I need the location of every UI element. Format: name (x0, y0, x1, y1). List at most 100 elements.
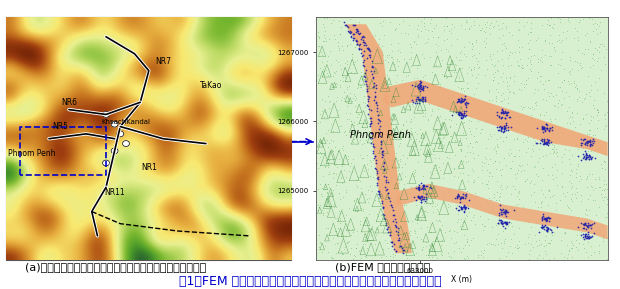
Point (593, 110, 603, 115)
Point (582, 155, 592, 160)
Point (338, 74, 348, 79)
Point (317, 109, 327, 113)
Point (541, 141, 551, 146)
Point (538, 142, 548, 147)
Point (472, 203, 482, 208)
Point (314, 30, 324, 35)
Point (345, 111, 355, 115)
Point (370, 84, 379, 88)
Point (456, 99, 466, 103)
Point (363, 46, 373, 50)
Point (440, 97, 450, 102)
Point (336, 98, 346, 103)
Point (461, 17, 471, 22)
Point (499, 124, 509, 129)
Point (400, 31, 410, 35)
Point (505, 75, 515, 79)
Point (444, 156, 454, 161)
Point (329, 74, 339, 79)
Point (363, 212, 373, 216)
Point (562, 189, 572, 194)
Point (361, 82, 371, 86)
Point (374, 131, 384, 136)
Point (331, 172, 341, 177)
Point (383, 245, 393, 250)
Point (456, 23, 466, 28)
Point (508, 90, 518, 95)
Point (533, 70, 542, 75)
Point (378, 213, 388, 217)
Point (437, 71, 447, 76)
Point (374, 190, 384, 195)
Point (369, 68, 379, 73)
Circle shape (123, 141, 130, 147)
Point (363, 188, 373, 192)
Point (453, 175, 463, 179)
Point (578, 116, 588, 121)
Point (360, 254, 370, 259)
Point (379, 155, 389, 160)
Point (389, 255, 399, 260)
Point (502, 109, 512, 114)
Point (387, 240, 397, 245)
Point (410, 170, 420, 175)
Point (397, 204, 407, 209)
Point (435, 113, 445, 118)
Point (351, 178, 361, 183)
Point (563, 18, 573, 22)
Point (543, 227, 553, 231)
Point (354, 46, 364, 51)
Point (376, 24, 386, 29)
Point (387, 219, 397, 223)
Point (549, 145, 559, 150)
Point (386, 42, 396, 47)
Point (448, 106, 458, 110)
Point (358, 100, 368, 104)
Point (342, 103, 352, 108)
Point (414, 192, 423, 197)
Point (469, 64, 479, 69)
Point (601, 210, 611, 215)
Point (546, 125, 556, 130)
Point (529, 210, 539, 215)
Point (598, 236, 608, 240)
Point (502, 210, 512, 214)
Point (316, 192, 326, 197)
Point (393, 225, 403, 230)
Point (525, 106, 534, 111)
Point (582, 207, 591, 211)
Point (319, 114, 329, 119)
Point (415, 196, 425, 201)
Point (363, 76, 373, 81)
Point (579, 52, 589, 57)
Point (490, 70, 500, 75)
Point (501, 127, 511, 132)
Point (408, 145, 418, 150)
Point (463, 159, 473, 164)
Point (366, 121, 376, 125)
Point (477, 167, 487, 172)
Point (564, 133, 574, 137)
Point (574, 89, 583, 93)
Point (536, 54, 546, 59)
Point (330, 215, 340, 220)
Point (361, 56, 371, 60)
Point (410, 229, 420, 234)
Point (359, 214, 369, 219)
Point (544, 188, 554, 193)
Point (565, 114, 575, 118)
Point (394, 232, 404, 237)
Point (502, 214, 512, 218)
Point (514, 245, 524, 250)
Point (487, 62, 497, 66)
Point (491, 105, 501, 109)
Point (314, 35, 324, 40)
Point (369, 121, 379, 126)
Point (500, 221, 510, 226)
Point (410, 153, 420, 158)
Point (415, 199, 425, 204)
Point (480, 45, 490, 49)
Point (474, 50, 484, 55)
Point (495, 35, 505, 40)
Point (533, 208, 543, 213)
